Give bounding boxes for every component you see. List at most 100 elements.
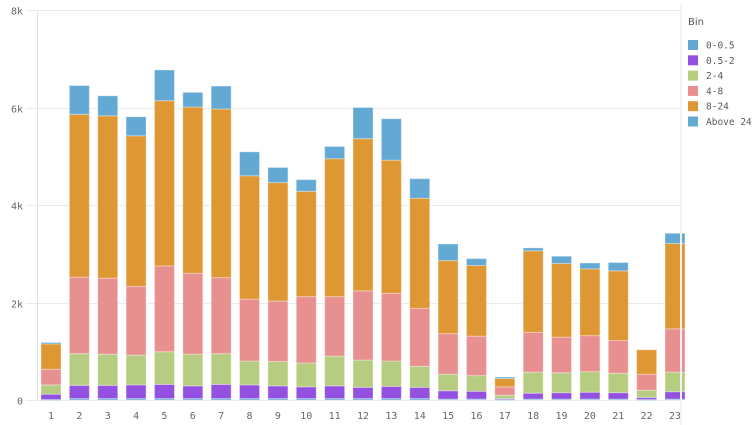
- bar-stack: [494, 376, 516, 401]
- bar-segment: [607, 270, 629, 342]
- bar-segment: [210, 353, 232, 385]
- x-tick-label: 21: [612, 411, 624, 422]
- bar-stack: [551, 255, 573, 401]
- bar-segment: [579, 268, 601, 337]
- bar-segment: [352, 138, 374, 292]
- x-tick-label: 16: [470, 411, 482, 422]
- legend-item[interactable]: 4-8: [688, 85, 723, 98]
- bar-segment: [239, 360, 261, 386]
- bar-stack: [125, 116, 147, 401]
- bar-segment: [380, 118, 402, 161]
- bar-segment: [267, 300, 289, 362]
- bar-stack: [153, 69, 175, 401]
- bar-segment: [267, 360, 289, 387]
- y-tick-label: 0: [17, 397, 23, 408]
- x-tick-label: 6: [190, 411, 196, 422]
- x-tick-label: 13: [385, 411, 397, 422]
- bar-segment: [522, 392, 544, 400]
- bar-segment: [295, 179, 317, 192]
- bar-segment: [494, 378, 516, 388]
- legend-label: Above 24: [706, 117, 752, 128]
- bar-segment: [636, 389, 658, 399]
- bar-stack: [607, 262, 629, 401]
- bar-segment: [465, 335, 487, 377]
- bar-segment: [352, 398, 374, 401]
- bar-segment: [125, 384, 147, 400]
- bar-segment: [68, 353, 90, 386]
- bar-segment: [551, 263, 573, 338]
- x-tick-label: 18: [527, 411, 539, 422]
- bar-segment: [380, 385, 402, 400]
- bar-segment: [551, 372, 573, 394]
- legend: Bin 0-0.5 0.5-2 2-4 4-8 8-24 Above 24: [688, 17, 752, 128]
- bar-segment: [239, 298, 261, 362]
- bar-stack: [465, 258, 487, 401]
- bar-segment: [664, 232, 686, 245]
- bar-segment: [465, 375, 487, 392]
- x-tick-label: 14: [414, 411, 426, 422]
- bar-segment: [182, 353, 204, 387]
- bar-segment: [324, 398, 346, 401]
- bar-segment: [239, 384, 261, 400]
- bar-segment: [409, 365, 431, 388]
- bar-stack: [210, 85, 232, 401]
- bar-segment: [324, 146, 346, 160]
- bar-segment: [324, 296, 346, 357]
- bar-segment: [239, 151, 261, 177]
- legend-label: 0-0.5: [706, 41, 735, 52]
- bar-segment: [68, 85, 90, 115]
- bar-segment: [97, 384, 119, 400]
- x-tick-label: 8: [247, 411, 253, 422]
- y-axis-ticks: 0 2k 4k 6k 8k: [11, 7, 23, 408]
- legend-swatch: [688, 116, 698, 127]
- y-tick-label: 2k: [11, 300, 23, 311]
- x-tick-label: 2: [76, 411, 82, 422]
- bar-stack: [267, 166, 289, 401]
- bar-segment: [579, 335, 601, 373]
- bar-segment: [352, 386, 374, 400]
- bar-segment: [494, 394, 516, 400]
- x-tick-label: 20: [584, 411, 596, 422]
- x-tick-label: 15: [442, 411, 454, 422]
- bar-segment: [380, 292, 402, 362]
- bar-segment: [182, 398, 204, 401]
- bar-segment: [352, 107, 374, 140]
- bar-stack: [295, 179, 317, 401]
- bar-segment: [40, 368, 62, 386]
- x-tick-label: 23: [669, 411, 681, 422]
- bar-stack: [636, 349, 658, 401]
- bar-stack: [97, 95, 119, 401]
- bar-segment: [437, 333, 459, 375]
- x-tick-label: 17: [499, 411, 511, 422]
- bar-segment: [40, 399, 62, 401]
- x-tick-label: 1: [48, 411, 54, 422]
- bar-segment: [125, 354, 147, 386]
- bar-segment: [522, 371, 544, 394]
- bar-segment: [40, 384, 62, 395]
- bar-segment: [579, 262, 601, 270]
- y-tick-label: 6k: [11, 105, 23, 116]
- legend-item[interactable]: 8-24: [688, 101, 729, 113]
- bar-segment: [153, 351, 175, 385]
- bar-segment: [40, 341, 62, 345]
- x-tick-label: 19: [556, 411, 568, 422]
- bar-segment: [380, 159, 402, 294]
- legend-item[interactable]: Above 24: [688, 116, 752, 129]
- bar-segment: [465, 390, 487, 400]
- bar-stack: [239, 151, 261, 401]
- bar-segment: [409, 307, 431, 367]
- bar-segment: [153, 69, 175, 102]
- x-tick-label: 12: [357, 411, 369, 422]
- bar-segment: [182, 272, 204, 355]
- x-tick-label: 7: [218, 411, 224, 422]
- bar-segment: [409, 386, 431, 400]
- bar-segment: [295, 296, 317, 364]
- bar-segment: [409, 398, 431, 401]
- bar-segment: [267, 166, 289, 184]
- legend-item[interactable]: 0-0.5: [688, 40, 735, 52]
- bar-segment: [182, 91, 204, 108]
- legend-item[interactable]: 0.5-2: [688, 55, 735, 67]
- bar-segment: [153, 100, 175, 267]
- legend-item[interactable]: 2-4: [688, 70, 723, 83]
